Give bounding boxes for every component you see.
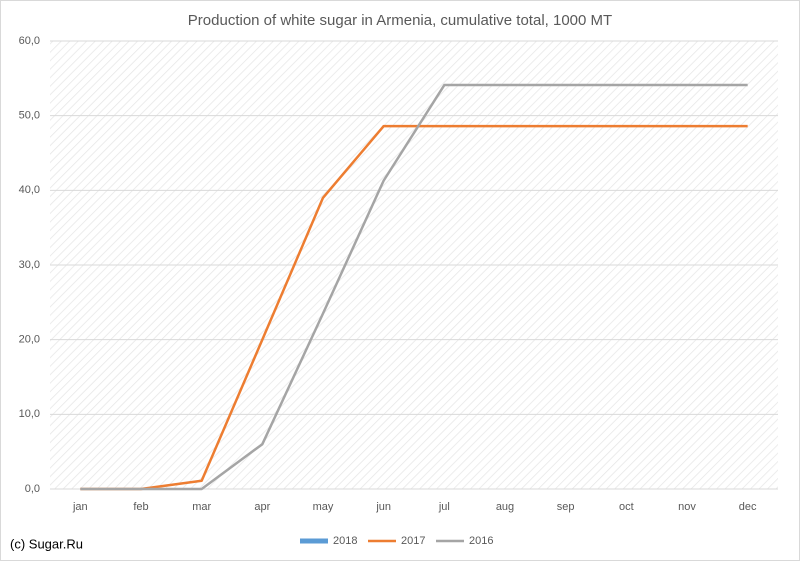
y-tick-label: 60,0 xyxy=(19,35,40,47)
chart-title: Production of white sugar in Armenia, cu… xyxy=(188,12,612,29)
y-tick-label: 10,0 xyxy=(19,408,40,420)
x-tick-label: oct xyxy=(619,501,634,513)
y-tick-label: 30,0 xyxy=(19,259,40,271)
x-tick-label: sep xyxy=(557,501,575,513)
legend-label: 2017 xyxy=(401,535,425,547)
x-tick-label: jun xyxy=(375,501,391,513)
x-tick-label: mar xyxy=(192,501,211,513)
x-tick-label: nov xyxy=(678,501,696,513)
source: (c) Sugar.Ru xyxy=(10,536,83,551)
y-tick-label: 20,0 xyxy=(19,334,40,346)
series-line xyxy=(80,124,748,491)
x-tick-label: dec xyxy=(739,501,757,513)
x-tick-label: jan xyxy=(72,501,88,513)
y-tick-label: 50,0 xyxy=(19,110,40,122)
x-tick-label: jul xyxy=(438,501,450,513)
x-tick-label: may xyxy=(313,501,334,513)
series-line xyxy=(80,83,748,491)
legend-label: 2018 xyxy=(333,535,357,547)
x-tick-label: apr xyxy=(254,501,270,513)
x-tick-label: aug xyxy=(496,501,514,513)
y-tick-label: 40,0 xyxy=(19,184,40,196)
y-tick-label: 0,0 xyxy=(25,483,40,495)
legend-label: 2016 xyxy=(469,535,493,547)
x-tick-label: feb xyxy=(133,501,148,513)
